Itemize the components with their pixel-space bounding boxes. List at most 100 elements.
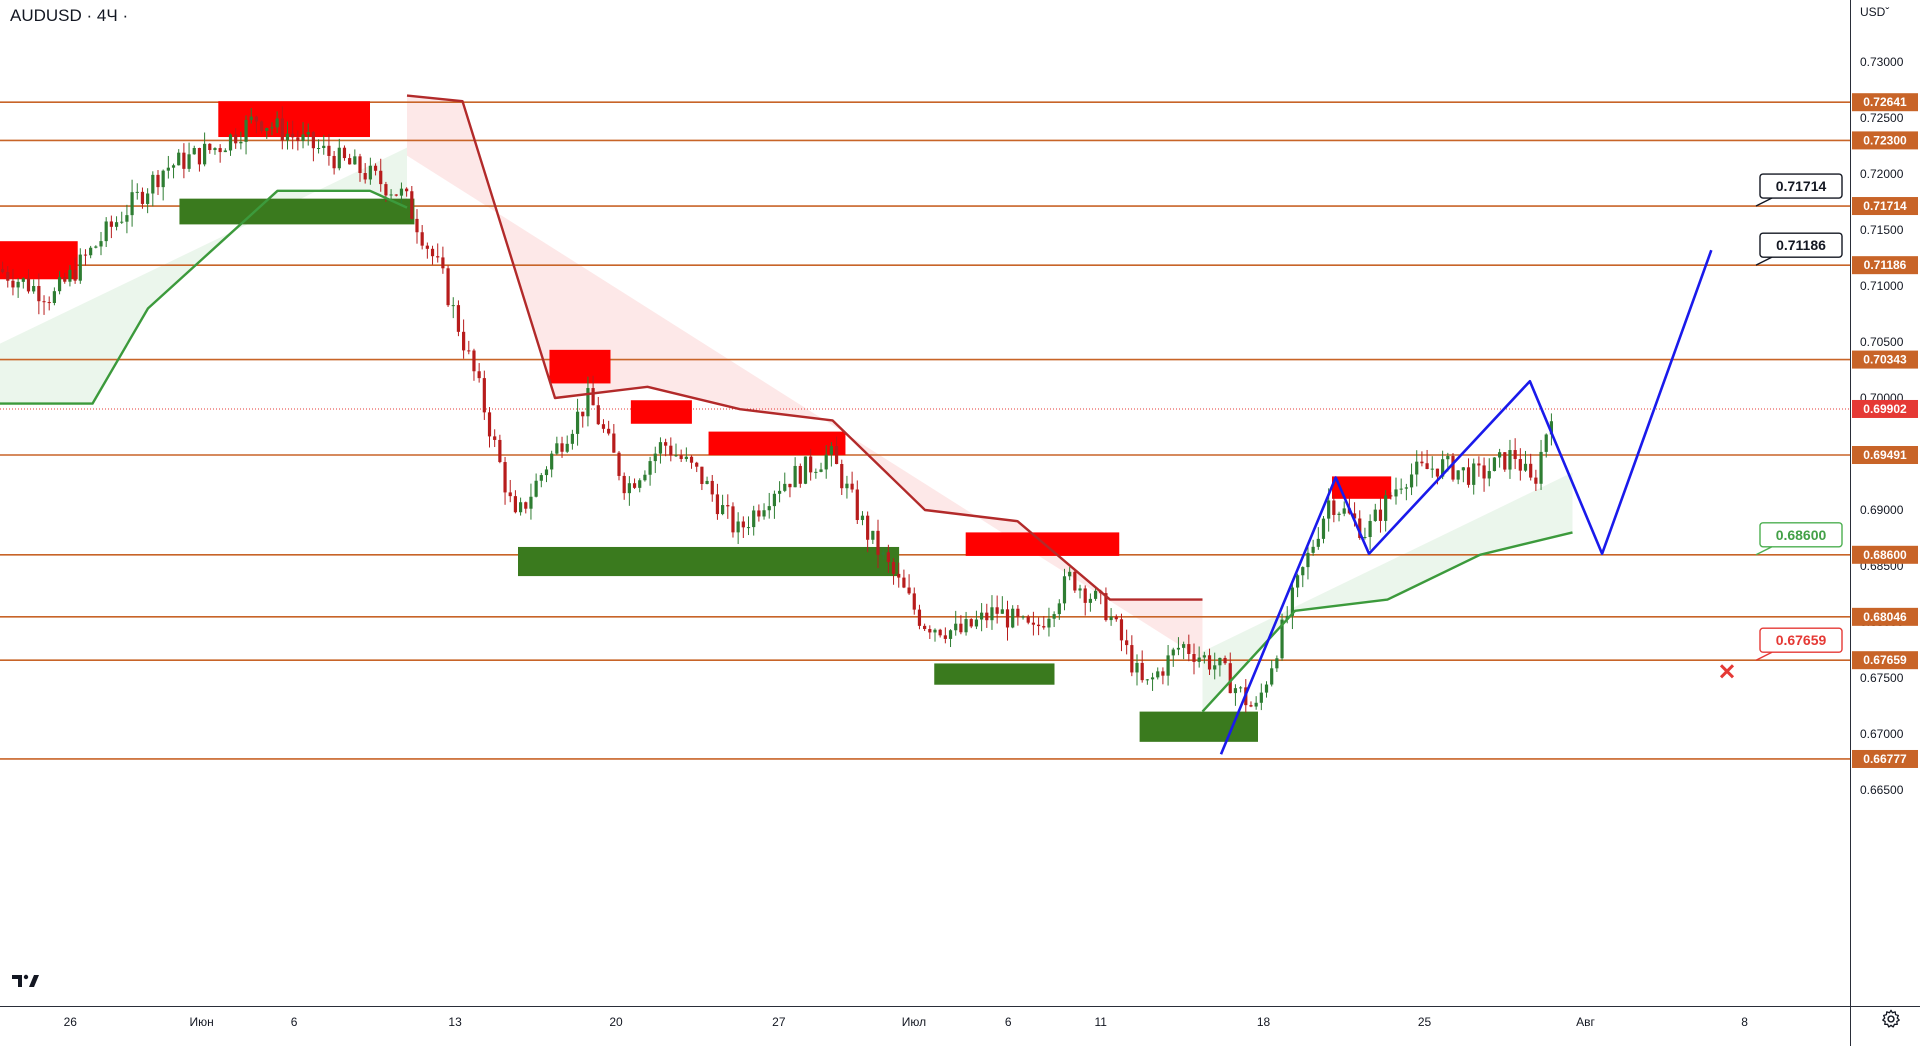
- candle-body: [518, 502, 523, 513]
- candle-body: [1451, 456, 1455, 480]
- candle-body: [1549, 421, 1554, 435]
- candle-body: [26, 278, 31, 292]
- candle-body: [32, 286, 36, 292]
- tradingview-logo-icon[interactable]: [8, 968, 44, 992]
- candle-body: [1466, 467, 1471, 485]
- candle-body: [1368, 520, 1372, 538]
- candle-body: [793, 465, 797, 488]
- candle-body: [373, 165, 378, 171]
- symbol-title[interactable]: AUDUSD · 4Ч ·: [10, 6, 128, 26]
- symbol-name: AUDUSD: [10, 6, 82, 25]
- candle-body: [1332, 500, 1336, 515]
- candle-body: [607, 428, 611, 434]
- candle-body: [1518, 459, 1522, 471]
- candle-body: [746, 527, 751, 529]
- candle-body: [228, 134, 233, 151]
- candle-body: [1441, 459, 1445, 477]
- time-tick-label: 20: [609, 1015, 623, 1029]
- candle-body: [1275, 658, 1279, 669]
- price-axis-bg: [1850, 0, 1920, 1046]
- candle-body: [674, 455, 678, 457]
- candle-body: [777, 490, 782, 494]
- target-pointer: [1755, 256, 1773, 266]
- supply-zone: [708, 431, 846, 456]
- price-tick-label: 0.71500: [1860, 223, 1904, 237]
- candle-body: [695, 462, 699, 467]
- candle-body: [1042, 626, 1046, 628]
- candle-body: [156, 174, 160, 188]
- candle-body: [151, 174, 155, 194]
- candle-body: [617, 452, 621, 476]
- candle-body: [358, 156, 362, 174]
- candle-body: [327, 145, 331, 156]
- candle-body: [544, 469, 549, 476]
- candle-body: [565, 443, 569, 452]
- candle-body: [1389, 495, 1393, 497]
- candle-body: [539, 475, 543, 481]
- candle-body: [653, 453, 657, 462]
- candle-body: [47, 302, 51, 304]
- candle-body: [399, 188, 404, 196]
- candle-body: [969, 619, 973, 627]
- candle-body: [322, 145, 326, 149]
- candle-body: [1052, 614, 1056, 619]
- candle-body: [301, 134, 305, 141]
- candle-body: [1145, 679, 1149, 681]
- candle-body: [348, 158, 352, 165]
- level-price-badge: [1852, 350, 1918, 369]
- candle-body: [1430, 468, 1434, 470]
- candle-body: [995, 607, 999, 614]
- candle-body: [1321, 518, 1326, 539]
- candle-body: [1114, 616, 1118, 620]
- candle-body: [840, 464, 844, 489]
- candle-body: [451, 305, 455, 307]
- candle-body: [1352, 513, 1357, 519]
- candle-body: [648, 461, 652, 475]
- candle-body: [715, 494, 720, 515]
- candle-body: [337, 147, 341, 169]
- candle-body: [860, 515, 865, 521]
- candle-body: [1404, 487, 1408, 489]
- candle-body: [239, 141, 243, 144]
- price-tick-label: 0.69000: [1860, 503, 1904, 517]
- candle-body: [1228, 663, 1232, 694]
- candle-body: [68, 269, 72, 282]
- candle-body: [741, 521, 745, 528]
- candle-body: [1539, 451, 1543, 484]
- candle-body: [938, 629, 942, 636]
- candle-body: [285, 133, 290, 141]
- candle-body: [1021, 616, 1025, 618]
- gear-icon[interactable]: [1880, 1008, 1902, 1030]
- candle-body: [394, 194, 398, 196]
- target-price-label: 0.71186: [1776, 237, 1826, 253]
- candle-body: [664, 442, 668, 446]
- candle-body: [834, 446, 839, 465]
- candle-body: [146, 193, 150, 204]
- candle-body: [943, 635, 947, 639]
- candle-body: [658, 442, 663, 454]
- time-axis[interactable]: 26 Июн 6 13 20 27 Июл 6 11 18 25 Авг 8: [0, 1006, 1920, 1046]
- target-labels: 0.71714 0.71186 0.68600 0.67659: [1719, 173, 1843, 679]
- candle-body: [1435, 468, 1440, 477]
- supertrend-down-line: [406, 94, 1203, 601]
- candle-body: [420, 232, 424, 246]
- candle-body: [63, 277, 67, 282]
- candle-body: [1047, 618, 1051, 628]
- candle-body: [1534, 477, 1538, 484]
- time-tick-label: Авг: [1576, 1015, 1595, 1029]
- candle-body: [612, 433, 616, 453]
- candle-body: [1503, 452, 1507, 470]
- currency-button[interactable]: USDˇ: [1860, 5, 1889, 19]
- trend-fills: [0, 95, 1573, 712]
- candle-body: [120, 221, 124, 223]
- candle-body: [1358, 518, 1362, 538]
- candle-body: [964, 619, 968, 633]
- candle-body: [524, 502, 528, 509]
- candle-body: [270, 127, 274, 129]
- supply-zone: [1332, 476, 1392, 499]
- candle-body: [1156, 671, 1160, 678]
- price-axis[interactable]: 0.73000 0.72500 0.72000 0.71500 0.71000 0.705…: [1850, 0, 1920, 1046]
- target-pointer: [1755, 546, 1773, 556]
